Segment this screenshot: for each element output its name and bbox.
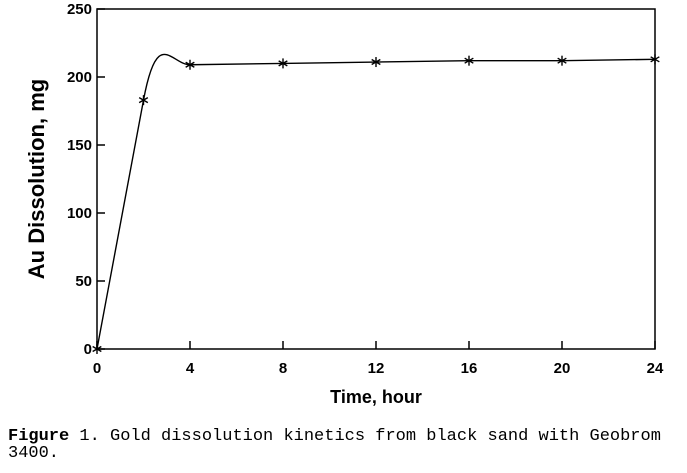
caption-text: 1. Gold dissolution kinetics from black … bbox=[8, 427, 661, 463]
x-axis-tick-labels: 0 4 8 12 16 20 24 bbox=[93, 360, 664, 377]
x-axis-ticks bbox=[96, 341, 656, 349]
x-tick-label: 16 bbox=[461, 360, 478, 377]
y-tick-label: 200 bbox=[67, 69, 92, 86]
data-point bbox=[371, 57, 381, 68]
y-tick-label: 250 bbox=[67, 1, 92, 18]
x-tick-label: 12 bbox=[368, 360, 385, 377]
series-line bbox=[96, 53, 656, 350]
data-point bbox=[92, 344, 102, 354]
y-axis-ticks bbox=[97, 8, 105, 350]
x-tick-label: 20 bbox=[554, 360, 571, 377]
y-tick-label: 0 bbox=[84, 341, 92, 358]
data-point bbox=[278, 58, 288, 69]
y-tick-label: 150 bbox=[67, 137, 92, 154]
y-axis-tick-labels: 0 50 100 150 200 250 bbox=[67, 1, 92, 358]
figure-caption: Figure 1. Gold dissolution kinetics from… bbox=[8, 428, 683, 462]
data-point bbox=[464, 55, 474, 66]
y-axis-title: Au Dissolution, mg bbox=[24, 79, 49, 279]
y-tick-label: 100 bbox=[67, 205, 92, 222]
x-tick-label: 8 bbox=[279, 360, 287, 377]
series-markers bbox=[92, 54, 660, 354]
x-tick-label: 0 bbox=[93, 360, 101, 377]
x-tick-label: 24 bbox=[647, 360, 664, 377]
data-point bbox=[557, 55, 567, 66]
x-axis-title: Time, hour bbox=[330, 387, 422, 407]
chart: 0 4 8 12 16 20 24 0 50 100 150 200 250 Time, hour A… bbox=[24, 1, 664, 407]
y-tick-label: 50 bbox=[75, 273, 92, 290]
data-point bbox=[650, 54, 660, 65]
caption-lead: Figure bbox=[8, 427, 70, 446]
data-point bbox=[138, 95, 149, 106]
x-tick-label: 4 bbox=[186, 360, 195, 377]
data-point bbox=[185, 59, 195, 70]
